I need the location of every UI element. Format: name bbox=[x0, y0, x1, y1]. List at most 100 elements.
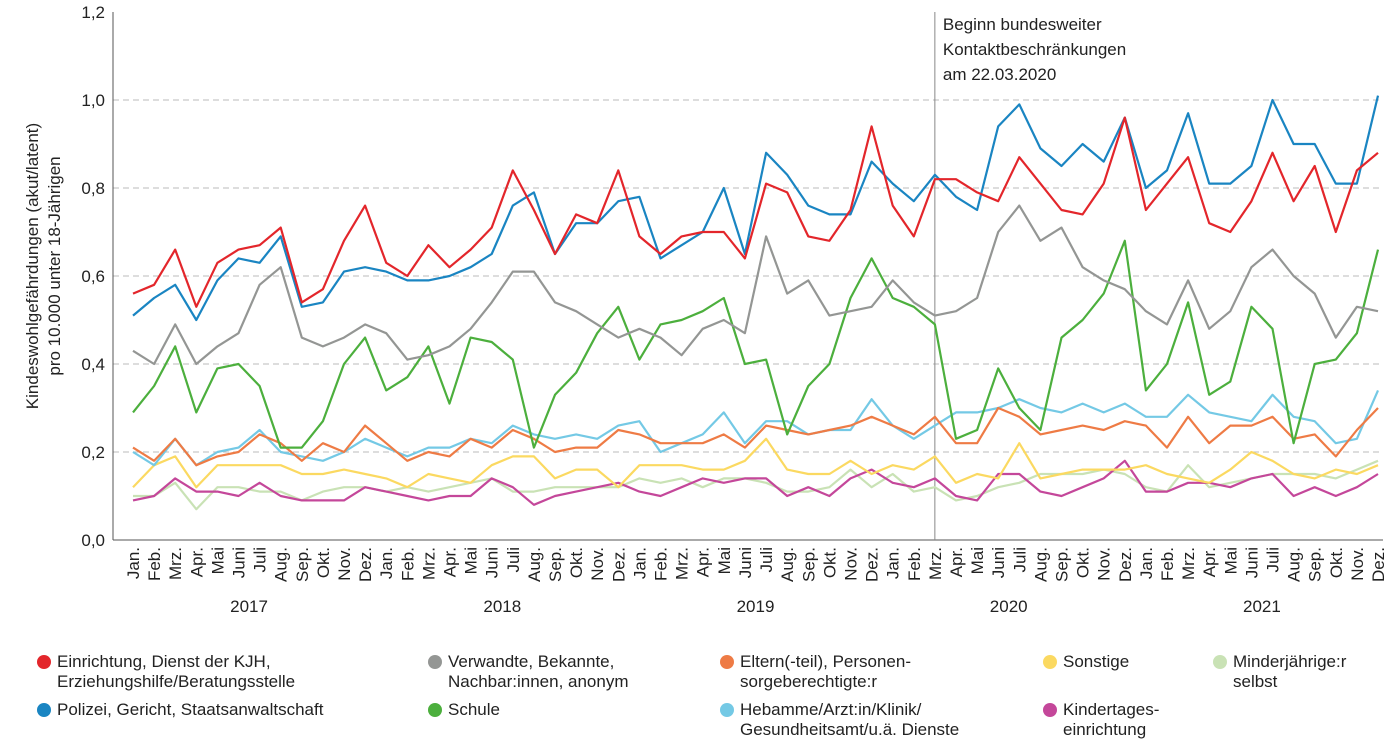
year-label: 2017 bbox=[230, 597, 268, 616]
legend-label: Einrichtung, Dienst der KJH, Erziehungsh… bbox=[57, 652, 296, 691]
series-line bbox=[133, 459, 1379, 511]
series-line bbox=[132, 437, 1379, 489]
x-tick-label: Nov. bbox=[335, 547, 354, 581]
x-tick-label: Aug. bbox=[778, 547, 797, 582]
x-tick-label: Sep. bbox=[799, 547, 818, 582]
annotation-text: Kontaktbeschränkungen bbox=[943, 40, 1126, 59]
x-tick-label: Dez. bbox=[1369, 547, 1388, 582]
x-tick-label: Mrz. bbox=[673, 547, 692, 580]
x-tick-label: Juli bbox=[1010, 547, 1029, 573]
x-tick-label: Sep. bbox=[1306, 547, 1325, 582]
x-tick-label: Okt. bbox=[1074, 547, 1093, 578]
legend-label: Polizei, Gericht, Staatsanwaltschaft bbox=[57, 700, 324, 719]
x-tick-label: Aug. bbox=[1031, 547, 1050, 582]
series-line bbox=[132, 204, 1379, 366]
legend-entry: Verwandte, Bekannte, Nachbar:innen, anon… bbox=[428, 652, 733, 692]
x-tick-label: Mai bbox=[208, 547, 227, 574]
legend-entry: Minderjährige:r selbst bbox=[1213, 652, 1389, 692]
x-tick-label: Juni bbox=[483, 547, 502, 578]
x-tick-label: Feb. bbox=[905, 547, 924, 581]
legend-entry: Schule bbox=[428, 700, 733, 720]
legend-marker bbox=[37, 703, 51, 717]
legend-marker bbox=[720, 703, 734, 717]
x-tick-label: Feb. bbox=[398, 547, 417, 581]
x-tick-label: Mai bbox=[968, 547, 987, 574]
series-line bbox=[132, 116, 1379, 308]
year-label: 2019 bbox=[737, 597, 775, 616]
x-tick-label: Okt. bbox=[567, 547, 586, 578]
x-tick-label: Mai bbox=[715, 547, 734, 574]
y-tick-label: 0,2 bbox=[81, 443, 105, 462]
legend-label: Minderjährige:r selbst bbox=[1233, 652, 1347, 691]
x-tick-label: Jan. bbox=[630, 547, 649, 579]
year-label: 2020 bbox=[990, 597, 1028, 616]
x-tick-label: Juli bbox=[1263, 547, 1282, 573]
legend-label: Hebamme/Arzt:in/Klinik/ Gesundheitsamt/u… bbox=[740, 700, 960, 739]
x-tick-label: Mai bbox=[1221, 547, 1240, 574]
x-tick-label: Apr. bbox=[1200, 547, 1219, 577]
x-tick-label: Juli bbox=[504, 547, 523, 573]
x-tick-label: Jan. bbox=[884, 547, 903, 579]
legend-marker bbox=[37, 655, 51, 669]
legend-marker bbox=[1043, 703, 1057, 717]
x-tick-label: Mai bbox=[462, 547, 481, 574]
x-tick-label: Aug. bbox=[525, 547, 544, 582]
y-axis-label: pro 10.000 unter 18-Jährigen bbox=[45, 156, 64, 375]
x-tick-label: Sep. bbox=[546, 547, 565, 582]
x-tick-label: Dez. bbox=[356, 547, 375, 582]
x-tick-label: Mrz. bbox=[419, 547, 438, 580]
x-tick-label: Jan. bbox=[124, 547, 143, 579]
legend-marker bbox=[1213, 655, 1227, 669]
x-tick-label: Nov. bbox=[1095, 547, 1114, 581]
series-line bbox=[132, 239, 1380, 449]
legend-marker bbox=[720, 655, 734, 669]
legend-entry: Polizei, Gericht, Staatsanwaltschaft bbox=[37, 700, 437, 720]
x-tick-label: Juni bbox=[989, 547, 1008, 578]
y-tick-label: 1,2 bbox=[81, 3, 105, 22]
x-tick-label: Okt. bbox=[314, 547, 333, 578]
legend-marker bbox=[428, 655, 442, 669]
x-tick-label: Jan. bbox=[1137, 547, 1156, 579]
x-tick-label: Juni bbox=[230, 547, 249, 578]
x-tick-label: Jan. bbox=[377, 547, 396, 579]
x-tick-label: Dez. bbox=[863, 547, 882, 582]
legend-label: Verwandte, Bekannte, Nachbar:innen, anon… bbox=[448, 652, 629, 691]
x-tick-label: Dez. bbox=[1116, 547, 1135, 582]
x-tick-label: Aug. bbox=[272, 547, 291, 582]
chart: Kindeswohlgefährdungen (akut/latent) pro … bbox=[23, 3, 1388, 616]
series-line bbox=[132, 95, 1380, 322]
x-tick-label: Sep. bbox=[1052, 547, 1071, 582]
y-tick-label: 0,6 bbox=[81, 267, 105, 286]
series-line bbox=[132, 406, 1379, 467]
legend-label: Kindertages- einrichtung bbox=[1063, 700, 1160, 739]
year-label: 2018 bbox=[483, 597, 521, 616]
x-tick-label: Juni bbox=[736, 547, 755, 578]
legend-entry: Eltern(-teil), Personen- sorgeberechtigt… bbox=[720, 652, 1040, 692]
x-tick-label: Feb. bbox=[145, 547, 164, 581]
legend-entry: Hebamme/Arzt:in/Klinik/ Gesundheitsamt/u… bbox=[720, 700, 1040, 740]
x-tick-label: Apr. bbox=[187, 547, 206, 577]
x-tick-label: Sep. bbox=[293, 547, 312, 582]
y-tick-label: 0,0 bbox=[81, 531, 105, 550]
annotation-text: am 22.03.2020 bbox=[943, 65, 1056, 84]
year-label: 2021 bbox=[1243, 597, 1281, 616]
x-tick-label: Okt. bbox=[1327, 547, 1346, 578]
legend-entry: Einrichtung, Dienst der KJH, Erziehungsh… bbox=[37, 652, 437, 692]
x-tick-label: Feb. bbox=[652, 547, 671, 581]
legend-marker bbox=[1043, 655, 1057, 669]
x-tick-label: Juli bbox=[757, 547, 776, 573]
series-line bbox=[132, 459, 1379, 506]
x-tick-label: Nov. bbox=[1348, 547, 1367, 581]
x-tick-label: Mrz. bbox=[1179, 547, 1198, 580]
x-tick-label: Okt. bbox=[820, 547, 839, 578]
x-tick-label: Mrz. bbox=[926, 547, 945, 580]
x-tick-label: Apr. bbox=[694, 547, 713, 577]
y-tick-label: 0,4 bbox=[81, 355, 105, 374]
legend-marker bbox=[428, 703, 442, 717]
x-tick-label: Mrz. bbox=[166, 547, 185, 580]
x-tick-label: Apr. bbox=[947, 547, 966, 577]
y-axis-label: Kindeswohlgefährdungen (akut/latent) bbox=[23, 123, 42, 409]
x-tick-label: Dez. bbox=[609, 547, 628, 582]
y-tick-label: 1,0 bbox=[81, 91, 105, 110]
